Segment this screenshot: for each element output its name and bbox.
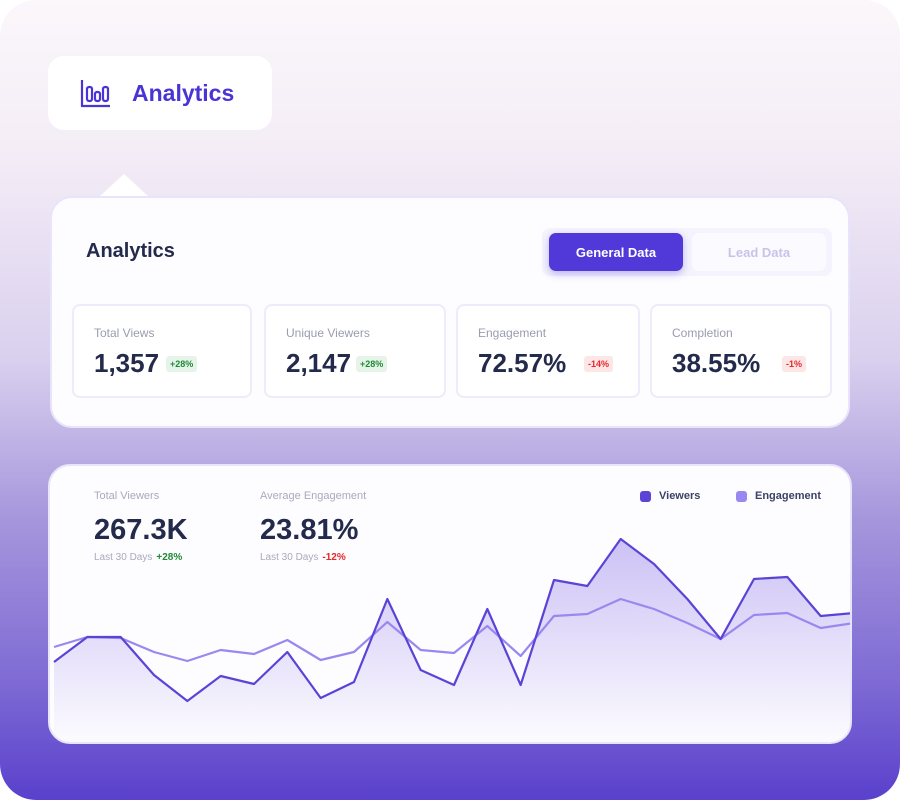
stat-label: Total Views [94,326,155,340]
legend-viewers: Viewers [640,490,700,502]
summary-value: 267.3K [94,514,188,546]
stat-value: 1,357 [94,348,160,378]
tab-general-data[interactable]: General Data [549,233,683,271]
summary-label: Total Viewers [94,490,160,502]
stat-card-completion: Completion 38.55% -1% [650,304,832,398]
header-title: Analytics [132,79,235,106]
summary-subtext: Last 30 Days -12% [260,552,346,563]
bar-chart-icon [80,80,110,108]
tab-lead-data[interactable]: Lead Data [692,233,826,271]
stat-card-unique-viewers: Unique Viewers 2,147 +28% [264,304,446,398]
stat-label: Completion [672,326,733,340]
summary-label: Average Engagement [260,490,367,502]
chart-panel: Total Viewers 267.3K Last 30 Days +28% Av… [48,464,852,744]
change-badge: +28% [166,356,198,372]
change-badge: -1% [782,356,807,372]
stat-card-engagement: Engagement 72.57% -14% [456,304,640,398]
stat-value: 2,147 [286,348,352,378]
change-badge: -14% [584,356,614,372]
stat-value: 72.57% [478,348,567,378]
callout-pointer [100,174,148,196]
change-badge: +28% [356,356,388,372]
stat-card-total-views: Total Views 1,357 +28% [72,304,252,398]
summary-subtext: Last 30 Days +28% [94,552,183,563]
stat-label: Engagement [478,326,547,340]
summary-value: 23.81% [260,514,359,546]
viewers-area [54,539,850,742]
tab-group: General Data Lead Data [542,228,832,276]
line-chart [53,537,850,742]
legend-engagement: Engagement [736,490,821,502]
analytics-panel: Analytics General Data Lead Data Total V… [50,196,850,428]
stat-value: 38.55% [672,348,761,378]
analytics-header: Analytics [48,56,272,130]
stat-label: Unique Viewers [286,326,370,340]
panel-title: Analytics [86,240,175,262]
